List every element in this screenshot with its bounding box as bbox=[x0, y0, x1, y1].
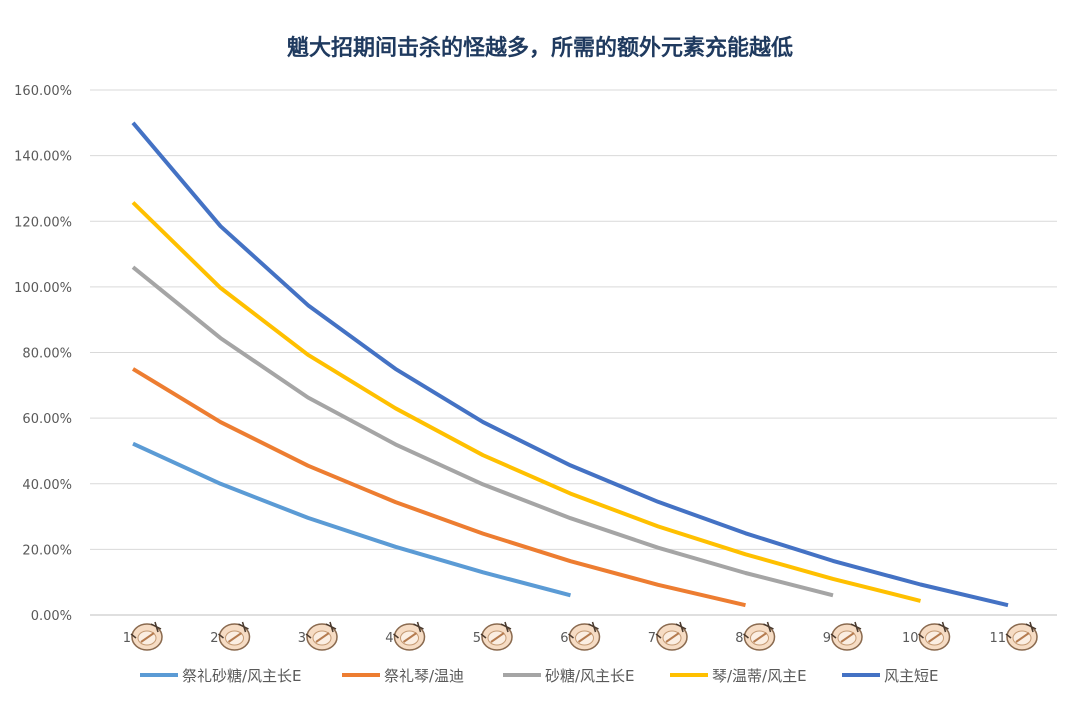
slime-enemy-icon bbox=[568, 621, 601, 651]
x-tick-label: 7 bbox=[648, 631, 656, 646]
series-line bbox=[131, 121, 1009, 608]
y-tick-label: 60.00% bbox=[22, 412, 72, 427]
series-line bbox=[131, 367, 746, 608]
y-tick-label: 160.00% bbox=[14, 84, 72, 99]
y-tick-label: 140.00% bbox=[14, 150, 72, 165]
x-tick-label: 10 bbox=[902, 631, 919, 646]
slime-enemy-icon bbox=[830, 621, 863, 651]
slime-enemy-icon bbox=[1005, 621, 1038, 651]
slime-enemy-icon bbox=[130, 621, 163, 651]
slime-enemy-icon bbox=[305, 621, 338, 651]
y-tick-label: 20.00% bbox=[22, 543, 72, 558]
y-tick-label: 40.00% bbox=[22, 478, 72, 493]
legend-label: 祭礼琴/温迪 bbox=[384, 667, 464, 685]
slime-enemy-icon bbox=[918, 621, 951, 651]
slime-enemy-icon bbox=[480, 621, 513, 651]
y-tick-label: 80.00% bbox=[22, 347, 72, 362]
x-tick-label: 8 bbox=[735, 631, 743, 646]
series-line bbox=[131, 265, 834, 598]
slime-enemy-icon bbox=[743, 621, 776, 651]
x-tick-label: 3 bbox=[298, 631, 306, 646]
y-tick-label: 0.00% bbox=[31, 609, 72, 624]
y-tick-label: 100.00% bbox=[14, 281, 72, 296]
chart-title: 魈大招期间击杀的怪越多，所需的额外元素充能越低 bbox=[286, 36, 793, 61]
slime-enemy-icon bbox=[655, 621, 688, 651]
x-tick-label: 2 bbox=[210, 631, 218, 646]
series-line bbox=[132, 441, 572, 598]
legend-label: 风主短E bbox=[884, 667, 938, 685]
x-tick-label: 9 bbox=[823, 631, 831, 646]
x-tick-label: 6 bbox=[560, 631, 568, 646]
x-tick-label: 1 bbox=[123, 631, 131, 646]
y-tick-label: 120.00% bbox=[14, 215, 72, 230]
legend-label: 祭礼砂糖/风主长E bbox=[182, 667, 302, 685]
legend-label: 砂糖/风主长E bbox=[545, 667, 635, 685]
x-tick-label: 4 bbox=[385, 631, 393, 646]
x-tick-label: 5 bbox=[473, 631, 481, 646]
slime-enemy-icon bbox=[393, 621, 426, 651]
slime-enemy-icon bbox=[218, 621, 251, 651]
legend-label: 琴/温蒂/风主E bbox=[712, 667, 807, 685]
series-line bbox=[131, 201, 921, 603]
x-tick-label: 11 bbox=[989, 631, 1006, 646]
